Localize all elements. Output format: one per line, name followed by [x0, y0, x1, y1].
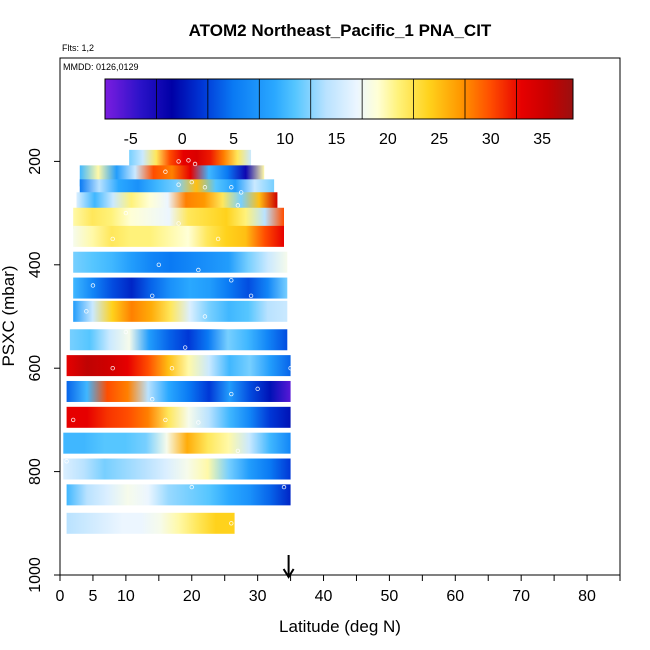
sample-point [64, 459, 69, 464]
colorbar-divisions [104, 79, 574, 119]
x-tick-label: 10 [117, 588, 135, 605]
y-axis: 200 400 600 800 1000 [27, 148, 60, 593]
heatmap-strip [69, 329, 288, 351]
sample-points [64, 158, 293, 526]
sample-point [97, 479, 102, 485]
sample-point [268, 350, 274, 355]
heatmap-strip [66, 512, 235, 534]
sample-point [156, 262, 162, 267]
y-tick-label: 400 [27, 251, 44, 278]
colorbar-tick-label: 25 [430, 131, 448, 148]
x-tick-label: 70 [512, 588, 530, 605]
sample-point [70, 417, 76, 423]
colorbar-tick-label: 5 [229, 131, 238, 148]
heatmap-strip [66, 406, 291, 428]
latitude-marker [282, 555, 295, 579]
colorbar-tick-label: 0 [178, 131, 187, 148]
colorbar-tick-label: -5 [124, 131, 138, 148]
heatmap-strip [66, 380, 291, 402]
colorbar-tick-label: 35 [533, 131, 551, 148]
sample-point [182, 345, 188, 350]
sample-point [275, 428, 280, 433]
y-tick-label: 200 [27, 148, 44, 175]
sample-point [176, 221, 181, 226]
colorbar-gradient [104, 78, 574, 120]
flights-annotation: Flts: 1,2 [62, 43, 94, 53]
sample-point [202, 185, 208, 190]
sample-point [288, 366, 293, 371]
x-tick-label: 50 [381, 588, 399, 605]
heatmap-strip [73, 225, 284, 247]
sample-point [238, 190, 244, 195]
y-axis-title: PSXC (mbar) [0, 265, 18, 366]
down-arrow-icon [282, 568, 295, 579]
x-tick-label: 60 [446, 588, 464, 605]
sample-point [235, 203, 241, 208]
heatmap-strip [73, 300, 288, 322]
sample-point [229, 278, 234, 283]
sample-point [229, 185, 234, 190]
heatmap-strips [63, 149, 291, 534]
dates-annotation: MMDD: 0126,0129 [63, 62, 139, 72]
sample-point [123, 210, 129, 216]
sample-point [192, 161, 198, 167]
sample-point [186, 158, 191, 163]
sample-point [123, 329, 129, 335]
sample-point [84, 309, 89, 314]
sample-point [209, 376, 214, 381]
sample-point [235, 448, 241, 454]
colorbar-tick-label: 10 [276, 131, 294, 148]
sample-point [110, 366, 115, 371]
y-tick-label: 1000 [27, 557, 44, 593]
sample-point [196, 267, 201, 273]
sample-point [189, 484, 194, 490]
heatmap-strip [63, 432, 291, 454]
x-tick-label: 30 [249, 588, 267, 605]
y-tick-label: 800 [27, 458, 44, 485]
sample-point [150, 397, 155, 402]
colorbar: -5 0 5 10 15 20 25 30 35 [104, 78, 574, 148]
heatmap-strip [63, 458, 291, 480]
x-axis: 0 5 10 20 30 40 50 60 70 80 [56, 575, 621, 605]
sample-point [196, 420, 201, 425]
colorbar-tick-label: 20 [379, 131, 397, 148]
y-tick-label: 600 [27, 355, 44, 382]
x-tick-label: 5 [88, 588, 97, 605]
sample-point [163, 417, 168, 423]
heatmap-strip [73, 251, 288, 273]
colorbar-tick-labels: -5 0 5 10 15 20 25 30 35 [124, 131, 552, 148]
colorbar-tick-label: 15 [328, 131, 346, 148]
x-tick-label: 0 [56, 588, 65, 605]
x-tick-label: 80 [578, 588, 596, 605]
x-tick-label: 20 [183, 588, 201, 605]
sample-point [281, 484, 287, 490]
chart-title: ATOM2 Northeast_Pacific_1 PNA_CIT [189, 21, 492, 40]
sample-point [189, 179, 194, 185]
x-axis-title: Latitude (deg N) [279, 617, 401, 636]
sample-point [150, 293, 155, 299]
sample-point [90, 283, 96, 288]
sample-point [215, 236, 221, 242]
sample-point [117, 272, 122, 278]
sample-point [202, 314, 208, 319]
plot-frame [59, 57, 621, 576]
sample-point [176, 182, 181, 187]
heatmap-strip [66, 355, 291, 377]
sample-point [255, 386, 260, 392]
sample-point [176, 159, 181, 164]
heatmap-strip [73, 277, 288, 299]
heatmap-strip [73, 207, 284, 229]
sample-point [248, 293, 254, 299]
colorbar-tick-label: 30 [482, 131, 500, 148]
heatmap-strip [66, 484, 291, 506]
x-tick-label: 40 [315, 588, 333, 605]
sample-point [229, 391, 234, 397]
sample-point [163, 169, 168, 174]
sample-point [169, 366, 175, 371]
sample-point [229, 521, 234, 526]
sample-point [143, 453, 148, 459]
sample-point [110, 236, 115, 242]
